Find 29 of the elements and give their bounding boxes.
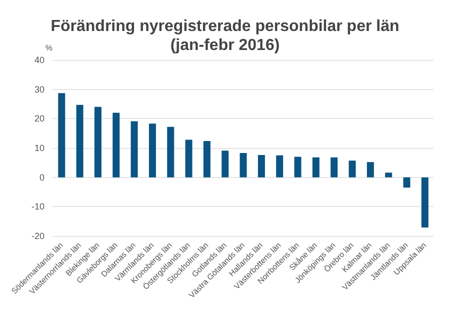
y-tick-label: -10 <box>32 202 45 212</box>
bar <box>203 140 210 178</box>
bar <box>94 106 102 178</box>
bar <box>330 157 338 178</box>
bar <box>385 172 392 178</box>
bar <box>366 162 374 178</box>
bar <box>276 155 284 178</box>
bar <box>312 157 320 178</box>
y-tick-label: 30 <box>34 84 45 94</box>
bar <box>185 140 192 178</box>
bar <box>222 150 229 178</box>
bar <box>167 126 174 178</box>
y-tick-label: 20 <box>34 114 45 124</box>
y-tick-label: 0 <box>40 172 45 182</box>
bar <box>403 177 410 188</box>
bar <box>58 93 66 178</box>
y-axis-title: % <box>45 44 53 52</box>
y-tick-label: 10 <box>34 143 45 153</box>
bar <box>258 155 265 178</box>
bar <box>130 121 138 178</box>
bar <box>76 104 84 178</box>
bar <box>294 156 302 178</box>
y-tick-label: -20 <box>32 231 45 241</box>
bar <box>348 160 356 178</box>
y-tick-label: 40 <box>34 55 45 65</box>
bar <box>240 152 247 178</box>
bar <box>148 124 156 178</box>
bar <box>421 177 428 228</box>
bar <box>112 112 120 178</box>
